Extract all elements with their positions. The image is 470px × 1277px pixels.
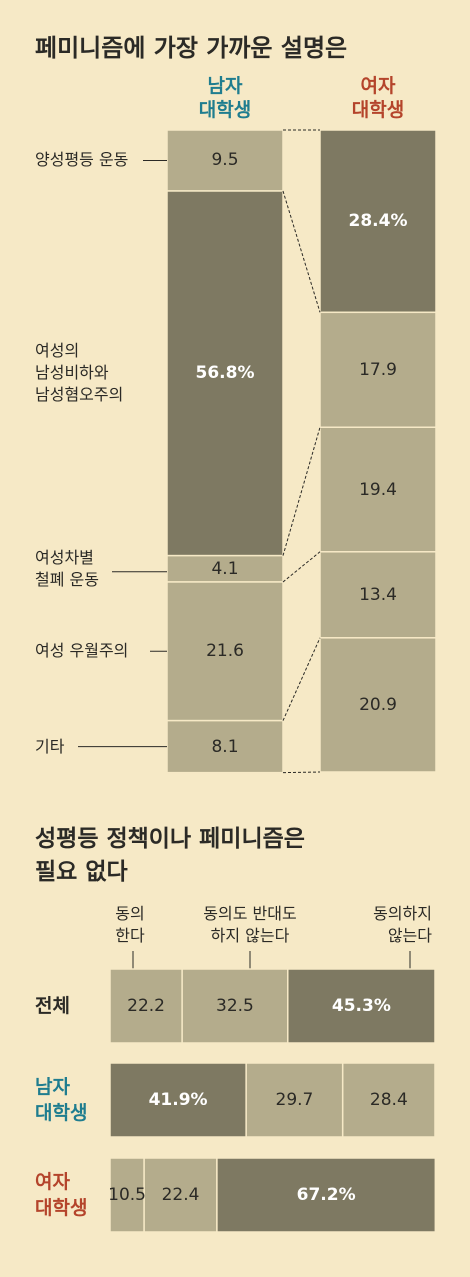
segment	[319, 311, 437, 428]
category-label: 전체	[35, 995, 70, 1017]
category-label: 여성차별 철폐 운동	[35, 547, 99, 589]
connector	[282, 637, 321, 721]
series-label: 동의도 반대도 하지 않는다	[203, 904, 297, 945]
series-label: 동의하지 않는다	[373, 904, 432, 945]
value-label: 21.6	[206, 641, 244, 662]
segment	[166, 719, 284, 774]
segment	[166, 129, 284, 192]
value-label: 4.1	[211, 558, 239, 579]
segment	[319, 426, 437, 553]
connector	[282, 771, 321, 774]
category-label: 남자 대학생	[35, 1076, 88, 1124]
chart-title: 성평등 정책이나 페미니즘은 필요 없다	[35, 826, 305, 885]
segment	[109, 1062, 247, 1138]
value-label: 22.4	[161, 1185, 200, 1205]
value-label: 28.4	[369, 1090, 408, 1110]
value-label: 19.4	[359, 479, 397, 500]
connector	[282, 551, 321, 583]
segment	[319, 551, 437, 639]
category-label: 여성의 남성비하와 남성혐오주의	[35, 341, 124, 405]
value-label: 17.9	[359, 359, 397, 380]
category-label: 양성평등 운동	[35, 150, 129, 170]
chart-title: 페미니즘에 가장 가까운 설명은	[35, 34, 348, 62]
value-label: 9.5	[211, 150, 239, 171]
value-label: 32.5	[216, 996, 254, 1016]
value-label: 45.3%	[331, 996, 391, 1016]
segment	[319, 129, 437, 314]
segment	[143, 1157, 218, 1233]
segment	[166, 190, 284, 557]
series-header: 여자 대학생	[351, 75, 405, 121]
value-label: 56.8%	[195, 363, 255, 384]
category-label: 기타	[35, 736, 65, 756]
segment	[287, 968, 436, 1044]
value-label: 10.5	[108, 1185, 146, 1205]
segment	[245, 1062, 344, 1138]
value-label: 13.4	[359, 584, 397, 605]
value-label: 22.2	[127, 996, 165, 1016]
segment	[181, 968, 289, 1044]
category-label: 여자 대학생	[35, 1171, 88, 1219]
segment	[341, 1062, 436, 1138]
series-label: 동의 한다	[115, 904, 145, 945]
value-label: 41.9%	[148, 1090, 208, 1110]
series-header: 남자 대학생	[198, 75, 252, 121]
value-label: 20.9	[359, 694, 397, 715]
segment	[319, 637, 437, 773]
connector	[282, 427, 321, 556]
category-label: 여성 우월주의	[35, 641, 129, 661]
value-label: 28.4%	[348, 211, 408, 232]
value-label: 8.1	[211, 736, 239, 757]
segment	[216, 1157, 437, 1233]
value-label: 67.2%	[296, 1185, 356, 1205]
connector	[282, 190, 321, 313]
value-label: 29.7	[275, 1090, 314, 1110]
